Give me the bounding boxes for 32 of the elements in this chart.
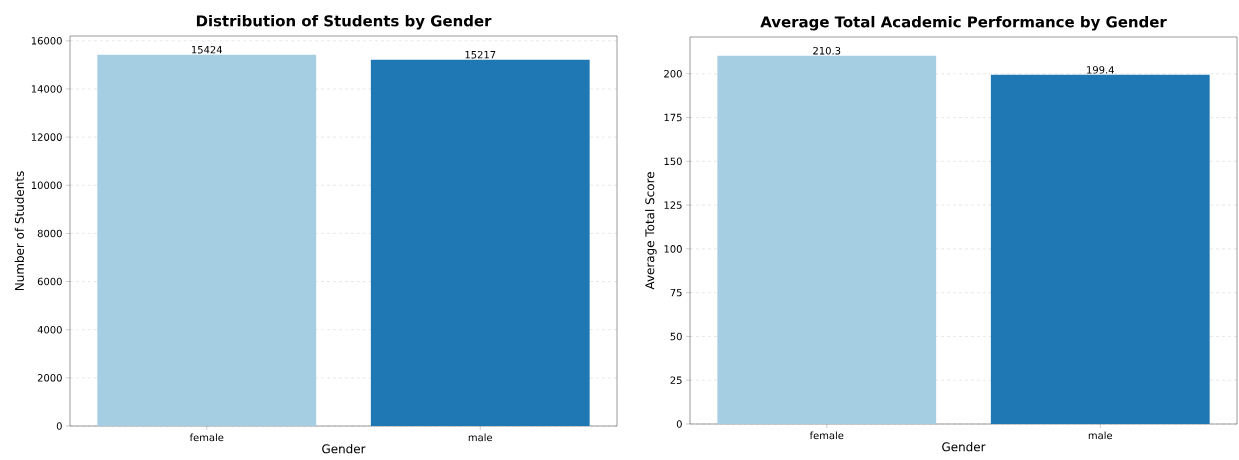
x-axis-title: Gender bbox=[942, 442, 986, 452]
y-tick-label: 50 bbox=[670, 332, 682, 341]
y-tick-label: 4000 bbox=[37, 325, 62, 334]
y-tick-label: 25 bbox=[670, 376, 682, 384]
y-tick-label: 10000 bbox=[31, 181, 62, 190]
data-label: 199.4 bbox=[1087, 66, 1114, 74]
x-tick-label: male bbox=[1088, 431, 1113, 440]
y-axis-title: Average Total Score bbox=[645, 172, 657, 290]
y-tick-label: 175 bbox=[664, 113, 682, 122]
data-label: 15424 bbox=[192, 45, 223, 54]
chart-title: Average Total Academic Performance by Gender bbox=[760, 15, 1167, 31]
y-tick-label: 6000 bbox=[37, 277, 62, 286]
y-tick-label: 0 bbox=[676, 420, 682, 428]
data-label: 15217 bbox=[465, 50, 496, 59]
x-tick-label: female bbox=[809, 431, 844, 440]
x-axis-title: Gender bbox=[322, 444, 366, 454]
data-label: 210.3 bbox=[813, 46, 841, 55]
x-tick-label: male bbox=[468, 433, 493, 442]
x-tick-label: female bbox=[189, 433, 224, 442]
y-tick-label: 0 bbox=[56, 422, 62, 430]
y-axis-title: Number of Students bbox=[14, 171, 24, 291]
y-tick-label: 12000 bbox=[31, 133, 62, 141]
y-tick-label: 2000 bbox=[37, 374, 62, 382]
y-tick-label: 150 bbox=[664, 157, 682, 166]
y-tick-label: 16000 bbox=[31, 37, 62, 45]
y-tick-label: 100 bbox=[664, 245, 682, 253]
y-tick-label: 8000 bbox=[37, 229, 62, 238]
y-tick-label: 75 bbox=[670, 288, 682, 297]
chart-title: Distribution of Students by Gender bbox=[196, 14, 492, 30]
y-tick-label: 14000 bbox=[31, 85, 62, 93]
y-tick-label: 125 bbox=[664, 201, 682, 209]
y-tick-label: 200 bbox=[664, 69, 682, 78]
